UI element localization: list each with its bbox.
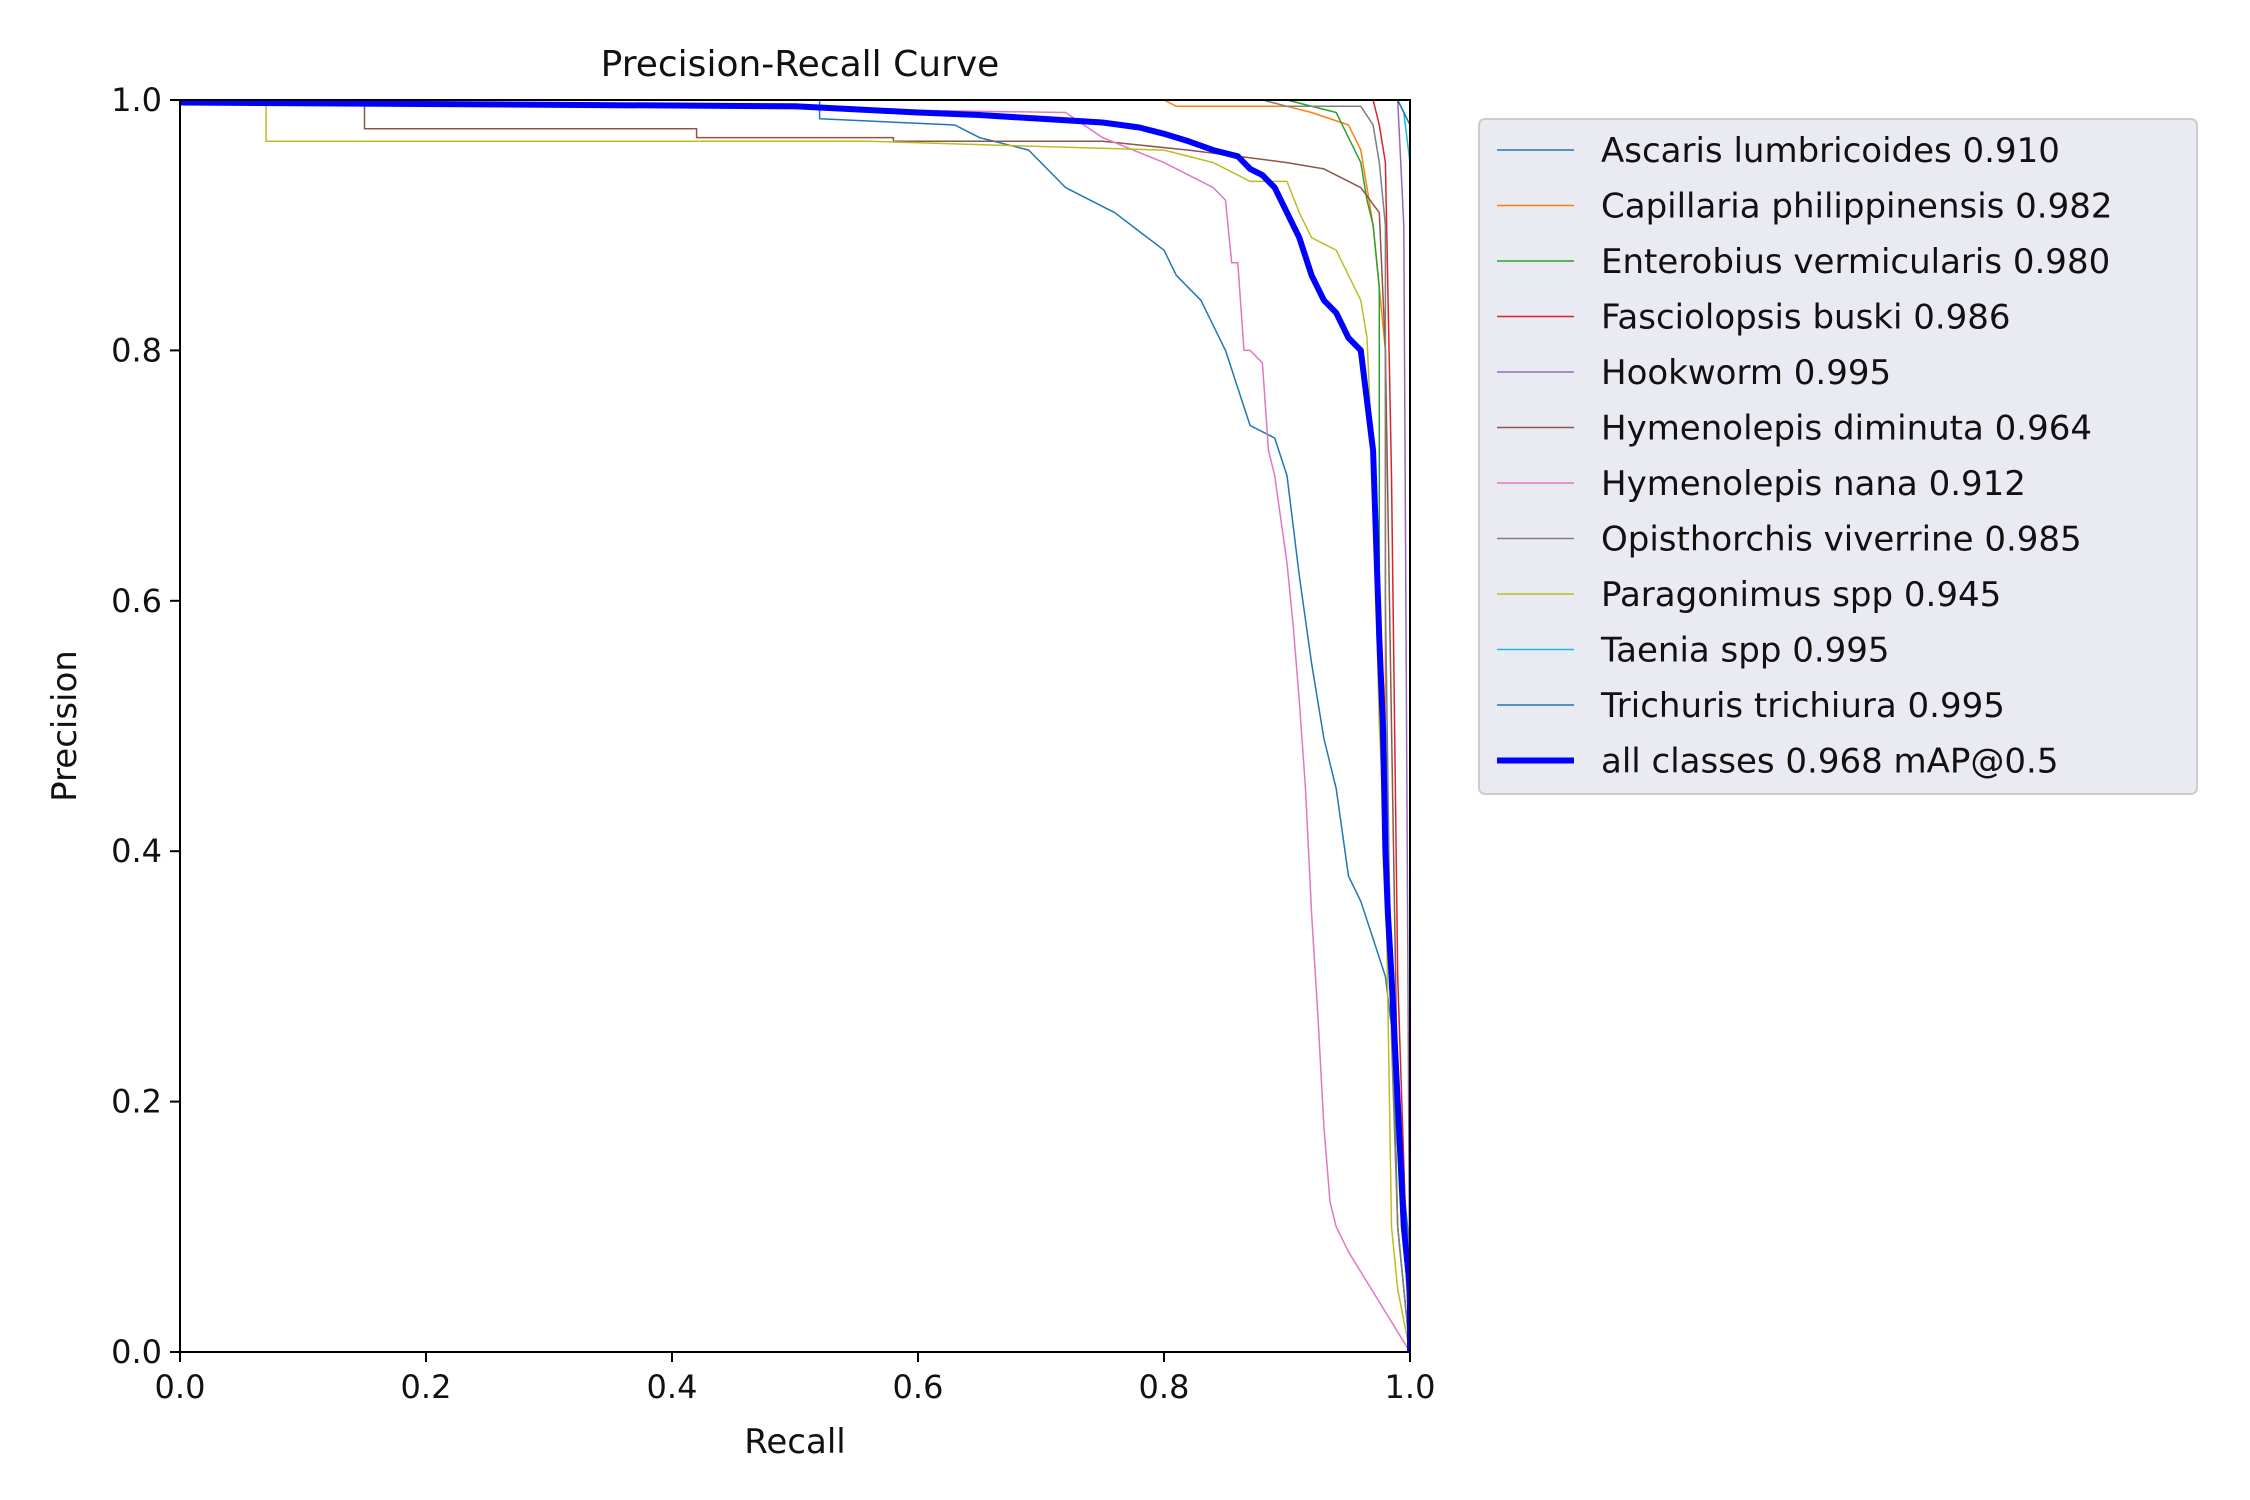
legend-label-3: Fasciolopsis buski 0.986 (1601, 298, 2011, 338)
series-line-trichuris-trichiura-0-995 (180, 100, 1410, 1352)
series-line-hymenolepis-diminuta-0-964 (180, 100, 1410, 1352)
x-tick-label-3: 0.6 (893, 1368, 944, 1406)
legend-label-10: Trichuris trichiura 0.995 (1600, 686, 2005, 726)
series-line-paragonimus-spp-0-945 (180, 100, 1410, 1352)
legend-label-11: all classes 0.968 mAP@0.5 (1601, 742, 2058, 782)
x-axis-label: Recall (744, 1422, 845, 1462)
series-line-ascaris-lumbricoides-0-910 (180, 100, 1410, 1352)
legend-frame (1478, 118, 2198, 795)
y-tick-label-2: 0.4 (111, 832, 162, 870)
legend: Ascaris lumbricoides 0.910 Capillaria phi… (1478, 118, 2198, 795)
plot-area-frame (179, 99, 1411, 1353)
x-tick-label-5: 1.0 (1385, 1368, 1436, 1406)
y-tick-label-5: 1.0 (111, 81, 162, 119)
y-tick-label-3: 0.6 (111, 582, 162, 620)
y-tick-label-4: 0.8 (111, 331, 162, 369)
series-line-all-classes-0-968-map-0-5 (180, 100, 1410, 1352)
y-axis-label: Precision (45, 650, 85, 802)
legend-label-5: Hymenolepis diminuta 0.964 (1601, 409, 2092, 449)
series-line-hookworm-0-995 (180, 100, 1410, 1352)
x-tick-label-4: 0.8 (1139, 1368, 1190, 1406)
y-tick-label-0: 0.0 (111, 1333, 162, 1371)
series-line-hymenolepis-nana-0-912 (180, 100, 1410, 1352)
series-line-capillaria-philippinensis-0-982 (180, 100, 1410, 1352)
legend-label-4: Hookworm 0.995 (1601, 353, 1891, 393)
series-line-taenia-spp-0-995 (180, 100, 1410, 1352)
series-line-enterobius-vermicularis-0-980 (180, 100, 1410, 1352)
legend-label-7: Opisthorchis viverrine 0.985 (1601, 520, 2082, 560)
y-tick-label-1: 0.2 (111, 1083, 162, 1121)
legend-label-2: Enterobius vermicularis 0.980 (1601, 242, 2110, 282)
legend-label-6: Hymenolepis nana 0.912 (1601, 464, 2026, 504)
chart-title: Precision-Recall Curve (601, 44, 1000, 85)
legend-label-9: Taenia spp 0.995 (1600, 631, 1890, 671)
series-layer (180, 100, 1410, 1352)
x-tick-label-1: 0.2 (401, 1368, 452, 1406)
x-tick-label-2: 0.4 (647, 1368, 698, 1406)
axis-ticks: 0.0 0.2 0.4 0.6 0.8 1.0 0.0 0.2 0.4 0.6 0.8 1.0 (111, 81, 1435, 1406)
legend-label-1: Capillaria philippinensis 0.982 (1601, 187, 2113, 227)
series-line-fasciolopsis-buski-0-986 (180, 100, 1410, 1352)
legend-label-8: Paragonimus spp 0.945 (1601, 575, 2001, 615)
legend-label-0: Ascaris lumbricoides 0.910 (1601, 131, 2060, 171)
x-tick-label-0: 0.0 (155, 1368, 206, 1406)
series-line-opisthorchis-viverrine-0-985 (180, 100, 1410, 1352)
